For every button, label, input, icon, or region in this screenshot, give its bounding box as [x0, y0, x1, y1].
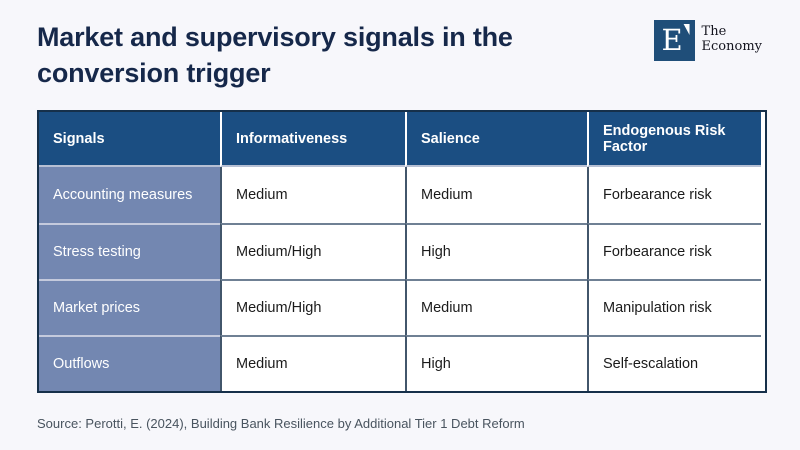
table-cell: Medium/High	[220, 223, 405, 279]
table-cell: Medium	[405, 279, 587, 335]
table-cell: Self-escalation	[587, 335, 761, 391]
row-label-outflows: Outflows	[39, 335, 220, 391]
logo-square: E	[653, 20, 695, 61]
logo-wordmark-line2: Economy	[701, 38, 762, 54]
source-citation: Source: Perotti, E. (2024), Building Ban…	[37, 416, 525, 431]
the-economy-logo: E The Economy	[653, 20, 762, 61]
signals-table: Signals Informativeness Salience Endogen…	[37, 110, 767, 393]
row-label-stress-testing: Stress testing	[39, 223, 220, 279]
table-cell: Medium	[220, 335, 405, 391]
column-header-endogenous-risk-factor: Endogenous Risk Factor	[587, 112, 761, 167]
table-cell: Forbearance risk	[587, 167, 761, 223]
table-cell: High	[405, 223, 587, 279]
table-cell: Medium	[405, 167, 587, 223]
logo-wordmark: The Economy	[702, 20, 762, 55]
table-cell: Manipulation risk	[587, 279, 761, 335]
row-label-market-prices: Market prices	[39, 279, 220, 335]
table-cell: Medium	[220, 167, 405, 223]
column-header-informativeness: Informativeness	[220, 112, 405, 167]
table-cell: High	[405, 335, 587, 391]
column-header-salience: Salience	[405, 112, 587, 167]
column-header-signals: Signals	[39, 112, 220, 167]
row-label-accounting-measures: Accounting measures	[39, 167, 220, 223]
logo-letter: E	[661, 23, 683, 57]
logo-wordmark-line1: The	[701, 24, 727, 39]
apostrophe-icon	[683, 24, 690, 35]
table-cell: Medium/High	[220, 279, 405, 335]
table-cell: Forbearance risk	[587, 223, 761, 279]
page-title: Market and supervisory signals in the co…	[37, 22, 513, 88]
